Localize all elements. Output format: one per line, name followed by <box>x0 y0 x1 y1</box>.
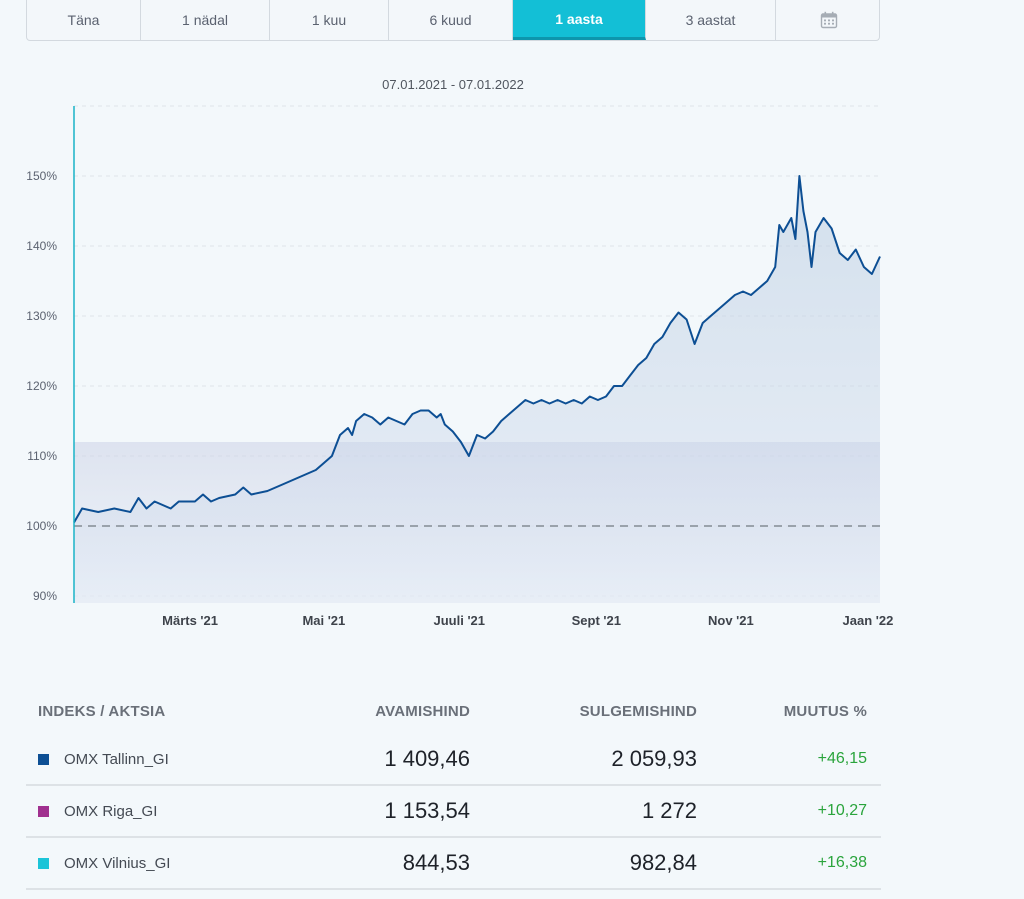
table-row[interactable]: OMX Tallinn_GI 1 409,46 2 059,93 +46,15 <box>26 734 881 786</box>
y-tick-label: 100% <box>26 519 57 533</box>
tab-1-month[interactable]: 1 kuu <box>270 0 389 40</box>
header-close: SULGEMISHIND <box>579 702 697 720</box>
index-table: INDEKS / AKTSIA AVAMISHIND SULGEMISHIND … <box>26 692 881 890</box>
table-row[interactable]: OMX Vilnius_GI 844,53 982,84 +16,38 <box>26 838 881 890</box>
y-tick-label: 150% <box>26 169 57 183</box>
x-tick-label: Jaan '22 <box>843 613 894 628</box>
header-change: MUUTUS % <box>783 702 867 720</box>
index-name: OMX Tallinn_GI <box>64 750 169 768</box>
x-tick-label: Märts '21 <box>162 613 218 628</box>
x-tick-label: Juuli '21 <box>434 613 486 628</box>
date-picker-button[interactable] <box>776 0 879 40</box>
legend-swatch <box>38 857 49 869</box>
header-index: INDEKS / AKTSIA <box>38 702 166 720</box>
y-tick-label: 130% <box>26 309 57 323</box>
tab-3-years[interactable]: 3 aastat <box>646 0 776 40</box>
open-price: 844,53 <box>402 850 470 875</box>
index-cell: OMX Tallinn_GI <box>26 751 286 768</box>
series-area <box>74 176 880 603</box>
close-price: 982,84 <box>629 850 697 875</box>
index-cell: OMX Vilnius_GI <box>26 855 286 872</box>
open-price: 1 153,54 <box>384 798 470 823</box>
table-row[interactable]: OMX Riga_GI 1 153,54 1 272 +10,27 <box>26 786 881 838</box>
table-header: INDEKS / AKTSIA AVAMISHIND SULGEMISHIND … <box>26 692 881 730</box>
index-name: OMX Riga_GI <box>64 802 158 820</box>
change-pct: +10,27 <box>817 802 867 819</box>
legend-swatch <box>38 753 49 765</box>
series-line <box>73 175 881 524</box>
close-price: 2 059,93 <box>611 746 697 771</box>
tab-6-months[interactable]: 6 kuud <box>389 0 513 40</box>
y-tick-label: 110% <box>27 449 57 463</box>
y-tick-label: 120% <box>26 379 57 393</box>
change-pct: +46,15 <box>817 750 867 767</box>
y-tick-label: 140% <box>26 239 57 253</box>
tab-1-year[interactable]: 1 aasta <box>513 0 646 40</box>
calendar-icon <box>820 11 838 29</box>
period-tabs: Täna 1 nädal 1 kuu 6 kuud 1 aasta 3 aast… <box>26 0 880 41</box>
close-price: 1 272 <box>641 798 697 823</box>
x-tick-label: Sept '21 <box>572 613 621 628</box>
index-cell: OMX Riga_GI <box>26 803 286 820</box>
index-chart: 90% 100% 110% 120% 130% 140% 150% Märts '21 Mai … <box>26 105 894 628</box>
x-tick-label: Mai '21 <box>302 613 345 628</box>
chart-date-range: 07.01.2021 - 07.01.2022 <box>382 77 524 92</box>
y-tick-label: 90% <box>33 589 57 603</box>
open-price: 1 409,46 <box>384 746 470 771</box>
change-pct: +16,38 <box>817 854 867 871</box>
index-name: OMX Vilnius_GI <box>64 854 171 872</box>
tab-1-week[interactable]: 1 nädal <box>141 0 270 40</box>
x-tick-label: Nov '21 <box>708 613 754 628</box>
tab-today[interactable]: Täna <box>27 0 141 40</box>
header-open: AVAMISHIND <box>375 702 470 720</box>
legend-swatch <box>38 805 49 817</box>
